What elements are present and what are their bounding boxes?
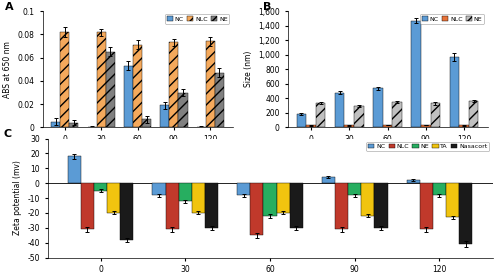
Bar <box>421 125 430 127</box>
Bar <box>392 102 402 127</box>
Legend: NC, NLC, NE, TA, Nasacort: NC, NLC, NE, TA, Nasacort <box>366 142 490 151</box>
Bar <box>459 183 472 244</box>
Bar <box>406 180 420 183</box>
Bar <box>373 88 382 127</box>
Bar <box>120 183 134 240</box>
Bar <box>51 122 60 127</box>
Bar <box>460 125 469 127</box>
Bar <box>205 183 218 228</box>
Bar <box>469 101 478 127</box>
Bar <box>250 183 264 235</box>
Bar <box>430 103 440 127</box>
Bar <box>237 183 250 195</box>
Bar <box>152 183 166 195</box>
Bar <box>68 156 81 183</box>
Bar <box>450 57 460 127</box>
Text: A: A <box>4 2 13 12</box>
Bar <box>446 183 459 217</box>
Y-axis label: Size (nm): Size (nm) <box>244 51 252 88</box>
Legend: NC, NLC, NE: NC, NLC, NE <box>420 14 484 24</box>
Bar <box>170 42 178 127</box>
Bar <box>276 183 289 213</box>
Text: B: B <box>264 2 272 12</box>
Bar <box>106 52 115 127</box>
Bar <box>206 41 215 127</box>
Bar <box>290 183 303 228</box>
Bar <box>94 183 107 191</box>
Bar <box>382 125 392 127</box>
Bar <box>322 177 335 183</box>
Bar <box>374 183 388 228</box>
Bar <box>264 183 276 216</box>
Legend: NC, NLC, NE: NC, NLC, NE <box>164 14 230 24</box>
X-axis label: Time (minutes): Time (minutes) <box>356 150 420 159</box>
Bar <box>306 125 316 127</box>
Bar <box>335 93 344 127</box>
Bar <box>296 114 306 127</box>
Bar <box>335 183 348 229</box>
Bar <box>160 105 170 127</box>
Bar <box>133 45 142 127</box>
Bar <box>433 183 446 195</box>
Bar <box>215 73 224 127</box>
Bar <box>96 32 106 127</box>
Bar <box>192 183 205 213</box>
Bar <box>344 125 354 127</box>
Bar <box>354 106 364 127</box>
Bar <box>362 183 374 216</box>
Y-axis label: Zeta potential (mv): Zeta potential (mv) <box>13 161 22 235</box>
Bar <box>420 183 433 229</box>
X-axis label: Time (minutes): Time (minutes) <box>106 150 170 159</box>
Bar <box>166 183 178 229</box>
Text: C: C <box>3 129 11 139</box>
Bar <box>124 66 133 127</box>
Bar <box>60 32 70 127</box>
Bar <box>316 103 326 127</box>
Bar <box>178 183 192 201</box>
Bar <box>107 183 120 213</box>
Bar <box>81 183 94 229</box>
Bar <box>412 20 421 127</box>
Y-axis label: ABS at 650 nm: ABS at 650 nm <box>4 41 13 98</box>
Bar <box>178 93 188 127</box>
Bar <box>348 183 362 195</box>
Bar <box>142 119 151 127</box>
Bar <box>70 123 78 127</box>
